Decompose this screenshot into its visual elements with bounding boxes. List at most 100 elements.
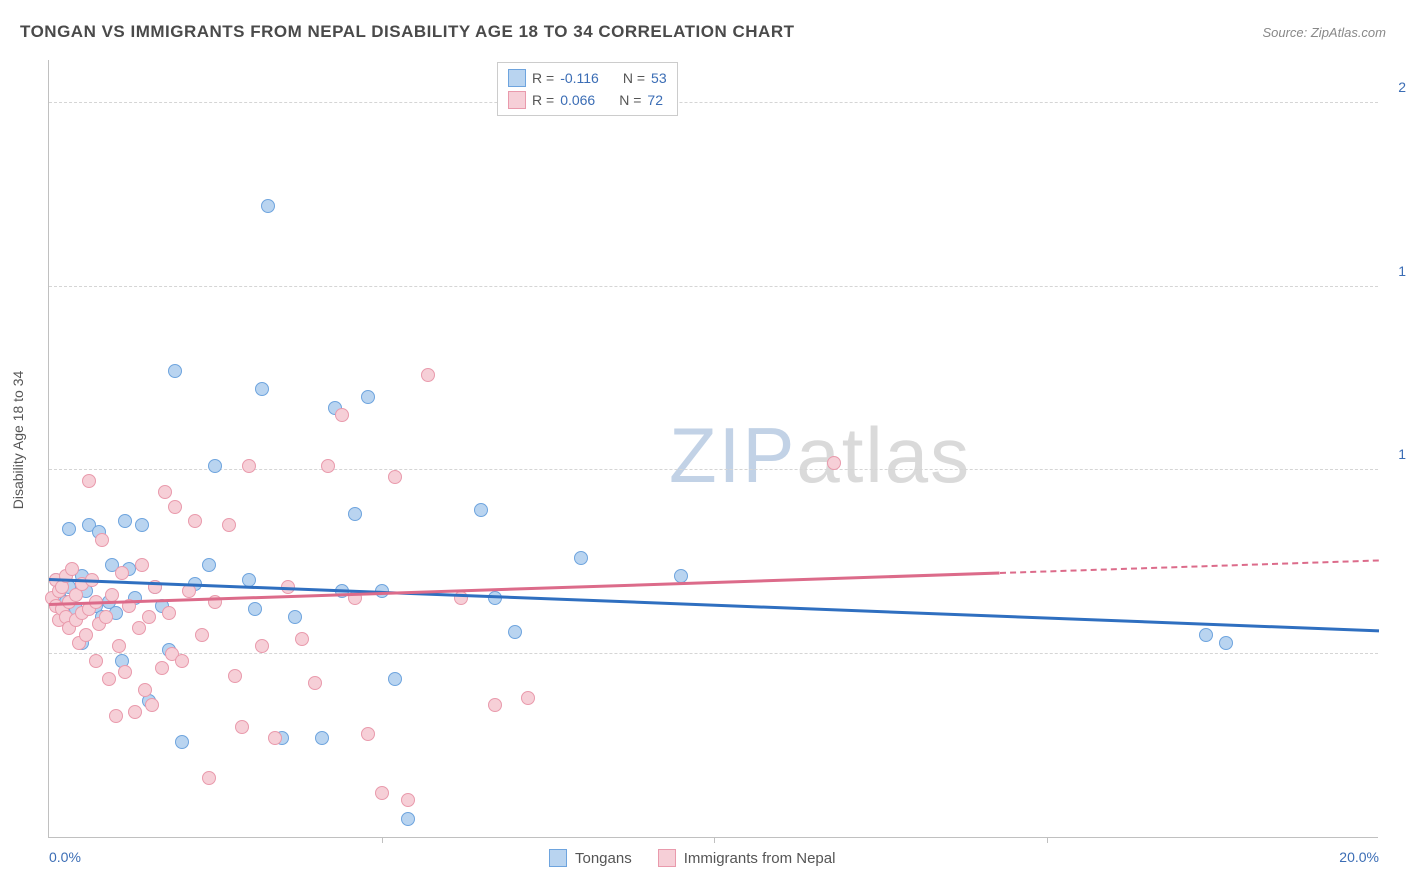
scatter-point	[202, 771, 216, 785]
x-tick-label: 20.0%	[1339, 849, 1379, 865]
scatter-point	[95, 533, 109, 547]
trend-line-dashed	[1000, 560, 1379, 575]
legend-r-value: 0.066	[560, 92, 595, 108]
scatter-point	[65, 562, 79, 576]
scatter-point	[388, 672, 402, 686]
legend-n-value: 72	[647, 92, 663, 108]
scatter-point	[175, 654, 189, 668]
scatter-point	[235, 720, 249, 734]
scatter-point	[348, 507, 362, 521]
scatter-point	[89, 654, 103, 668]
scatter-point	[109, 709, 123, 723]
scatter-point	[388, 470, 402, 484]
legend-swatch	[658, 849, 676, 867]
scatter-point	[138, 683, 152, 697]
legend-series-label: Immigrants from Nepal	[684, 850, 836, 867]
scatter-point	[421, 368, 435, 382]
y-tick-label: 15.0%	[1398, 263, 1406, 279]
legend-n-label: N =	[619, 92, 641, 108]
x-tick	[714, 837, 715, 843]
watermark: ZIPatlas	[669, 410, 971, 501]
scatter-point	[118, 665, 132, 679]
scatter-point	[255, 639, 269, 653]
scatter-point	[488, 591, 502, 605]
chart-plot-area: ZIPatlas 5.0%10.0%15.0%20.0%0.0%20.0%R =…	[48, 60, 1378, 838]
legend-stats-row: R = 0.066 N = 72	[508, 89, 667, 111]
legend-series-label: Tongans	[575, 850, 632, 867]
scatter-point	[142, 610, 156, 624]
legend-series: Tongans Immigrants from Nepal	[549, 849, 853, 867]
scatter-point	[135, 558, 149, 572]
scatter-point	[128, 705, 142, 719]
scatter-point	[335, 408, 349, 422]
y-tick-label: 20.0%	[1398, 79, 1406, 95]
scatter-point	[208, 459, 222, 473]
gridline	[49, 653, 1378, 654]
x-tick	[382, 837, 383, 843]
scatter-point	[315, 731, 329, 745]
scatter-point	[188, 514, 202, 528]
scatter-point	[242, 459, 256, 473]
scatter-point	[295, 632, 309, 646]
scatter-point	[321, 459, 335, 473]
legend-swatch	[508, 91, 526, 109]
scatter-point	[474, 503, 488, 517]
legend-r-label: R =	[532, 92, 554, 108]
gridline	[49, 102, 1378, 103]
gridline	[49, 286, 1378, 287]
scatter-point	[202, 558, 216, 572]
scatter-point	[1199, 628, 1213, 642]
legend-n-value: 53	[651, 70, 667, 86]
y-tick-label: 10.0%	[1398, 446, 1406, 462]
scatter-point	[115, 566, 129, 580]
scatter-point	[62, 522, 76, 536]
x-tick-label: 0.0%	[49, 849, 81, 865]
scatter-point	[112, 639, 126, 653]
scatter-point	[162, 606, 176, 620]
scatter-point	[308, 676, 322, 690]
legend-swatch	[508, 69, 526, 87]
legend-stats-row: R = -0.116 N = 53	[508, 67, 667, 89]
source-link[interactable]: ZipAtlas.com	[1311, 25, 1386, 40]
scatter-point	[118, 514, 132, 528]
scatter-point	[361, 390, 375, 404]
legend-stats: R = -0.116 N = 53 R = 0.066 N = 72	[497, 62, 678, 116]
scatter-point	[827, 456, 841, 470]
scatter-point	[248, 602, 262, 616]
scatter-point	[182, 584, 196, 598]
scatter-point	[401, 793, 415, 807]
legend-r-value: -0.116	[560, 70, 599, 86]
scatter-point	[168, 500, 182, 514]
y-axis-label: Disability Age 18 to 34	[10, 371, 26, 510]
scatter-point	[508, 625, 522, 639]
watermark-zip: ZIP	[669, 411, 796, 499]
legend-r-label: R =	[532, 70, 554, 86]
scatter-point	[488, 698, 502, 712]
scatter-point	[102, 672, 116, 686]
scatter-point	[155, 661, 169, 675]
scatter-point	[158, 485, 172, 499]
scatter-point	[268, 731, 282, 745]
scatter-point	[168, 364, 182, 378]
watermark-atlas: atlas	[796, 411, 971, 499]
scatter-point	[222, 518, 236, 532]
scatter-point	[105, 588, 119, 602]
chart-title: TONGAN VS IMMIGRANTS FROM NEPAL DISABILI…	[20, 22, 794, 42]
x-tick	[1047, 837, 1048, 843]
scatter-point	[132, 621, 146, 635]
scatter-point	[521, 691, 535, 705]
legend-swatch	[549, 849, 567, 867]
header-row: TONGAN VS IMMIGRANTS FROM NEPAL DISABILI…	[20, 22, 1386, 42]
legend-n-label: N =	[623, 70, 645, 86]
scatter-point	[288, 610, 302, 624]
scatter-point	[195, 628, 209, 642]
scatter-point	[361, 727, 375, 741]
scatter-point	[82, 474, 96, 488]
source-attribution: Source: ZipAtlas.com	[1262, 25, 1386, 40]
scatter-point	[79, 628, 93, 642]
scatter-point	[175, 735, 189, 749]
source-prefix: Source:	[1262, 25, 1310, 40]
scatter-point	[401, 812, 415, 826]
scatter-point	[261, 199, 275, 213]
scatter-point	[145, 698, 159, 712]
